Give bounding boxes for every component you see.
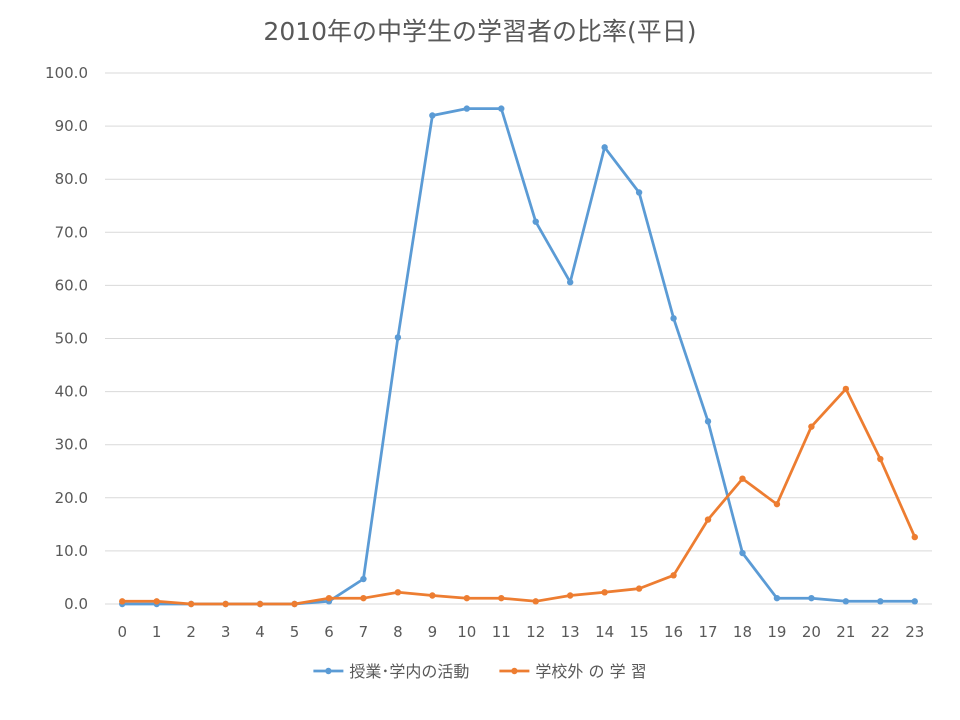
y-tick-label: 80.0 <box>55 170 88 188</box>
y-axis-tick-labels: 0.0 10.0 20.0 30.0 40.0 50.0 60.0 70.0 80.0 90.0 1… <box>45 64 88 613</box>
y-tick-label: 60.0 <box>55 276 88 294</box>
data-point <box>532 218 539 225</box>
data-point <box>877 598 884 605</box>
data-point <box>808 594 815 602</box>
x-tick-label: 12 <box>526 623 545 641</box>
data-point <box>256 600 264 608</box>
x-tick-label: 17 <box>698 623 717 641</box>
y-tick-label: 70.0 <box>55 223 88 241</box>
x-tick-label: 6 <box>324 623 334 641</box>
data-point <box>498 105 505 112</box>
series-layer <box>119 105 918 608</box>
y-tick-label: 20.0 <box>55 489 88 507</box>
x-tick-label: 22 <box>871 623 890 641</box>
data-point <box>877 455 884 463</box>
data-point <box>153 598 160 605</box>
data-point <box>739 475 746 482</box>
data-point <box>670 315 677 322</box>
legend-label: 授業･学内の活動 <box>349 662 469 681</box>
x-tick-label: 8 <box>393 623 403 641</box>
data-point <box>463 594 471 602</box>
data-point <box>704 516 712 523</box>
x-tick-label: 15 <box>630 623 649 641</box>
data-point <box>360 594 367 602</box>
y-tick-label: 90.0 <box>55 117 88 135</box>
x-tick-label: 19 <box>767 623 786 641</box>
data-point <box>773 594 781 602</box>
x-tick-label: 4 <box>255 623 265 641</box>
data-point <box>911 533 918 541</box>
data-point <box>635 189 643 196</box>
x-tick-label: 9 <box>428 623 438 641</box>
data-point <box>566 279 574 286</box>
grid-layer <box>105 72 932 605</box>
legend-marker <box>325 667 332 675</box>
series-1 <box>119 105 918 608</box>
legend: 授業･学内の活動 学校外 の 学 習 <box>313 662 647 681</box>
data-point <box>394 589 402 596</box>
x-tick-label: 5 <box>290 623 300 641</box>
data-point <box>704 418 712 425</box>
y-tick-label: 40.0 <box>55 383 88 401</box>
data-point <box>119 598 126 605</box>
x-tick-label: 14 <box>595 623 614 641</box>
data-point <box>808 423 815 430</box>
data-point <box>429 112 436 119</box>
y-tick-label: 50.0 <box>55 330 88 348</box>
data-point <box>842 598 850 605</box>
data-point <box>566 592 574 599</box>
data-point <box>773 500 781 508</box>
data-point <box>842 385 850 393</box>
legend-item-1: 授業･学内の活動 <box>313 662 469 681</box>
data-point <box>394 334 402 341</box>
series-line <box>120 107 917 606</box>
data-point <box>325 594 333 602</box>
y-tick-label: 30.0 <box>55 436 88 454</box>
data-point <box>601 144 608 151</box>
data-point <box>532 598 539 605</box>
chart-title: 2010年の中学生の学習者の比率(平日) <box>263 17 696 46</box>
data-point <box>463 105 471 112</box>
x-tick-label: 3 <box>221 623 231 641</box>
legend-marker <box>511 667 518 675</box>
data-point <box>187 600 195 608</box>
data-point <box>291 600 298 608</box>
x-tick-label: 21 <box>836 623 855 641</box>
x-tick-label: 16 <box>664 623 683 641</box>
x-tick-label: 2 <box>186 623 196 641</box>
x-axis-tick-labels: 0 1 2 3 4 5 6 7 8 9 10 11 12 13 14 15 16 17 18 19 20 21 22 23 <box>117 623 924 641</box>
data-point <box>739 549 746 557</box>
data-point <box>498 594 505 602</box>
x-tick-label: 18 <box>733 623 752 641</box>
x-tick-label: 20 <box>802 623 821 641</box>
y-tick-label: 10.0 <box>55 542 88 560</box>
x-tick-label: 23 <box>905 623 924 641</box>
data-point <box>601 589 608 596</box>
data-point <box>222 600 229 608</box>
x-tick-label: 7 <box>359 623 369 641</box>
data-point <box>360 575 367 583</box>
data-point <box>429 592 436 599</box>
y-tick-label: 100.0 <box>45 64 88 82</box>
x-tick-label: 11 <box>492 623 511 641</box>
x-tick-label: 10 <box>457 623 476 641</box>
x-tick-label: 13 <box>561 623 580 641</box>
y-tick-label: 0.0 <box>64 595 88 613</box>
data-point <box>670 572 677 579</box>
x-tick-label: 1 <box>152 623 162 641</box>
series-2 <box>119 385 918 608</box>
x-tick-label: 0 <box>117 623 127 641</box>
data-point <box>911 598 918 605</box>
series-line <box>120 387 917 606</box>
legend-label: 学校外 の 学 習 <box>535 662 646 681</box>
legend-item-2: 学校外 の 学 習 <box>499 662 647 681</box>
data-point <box>635 585 643 592</box>
